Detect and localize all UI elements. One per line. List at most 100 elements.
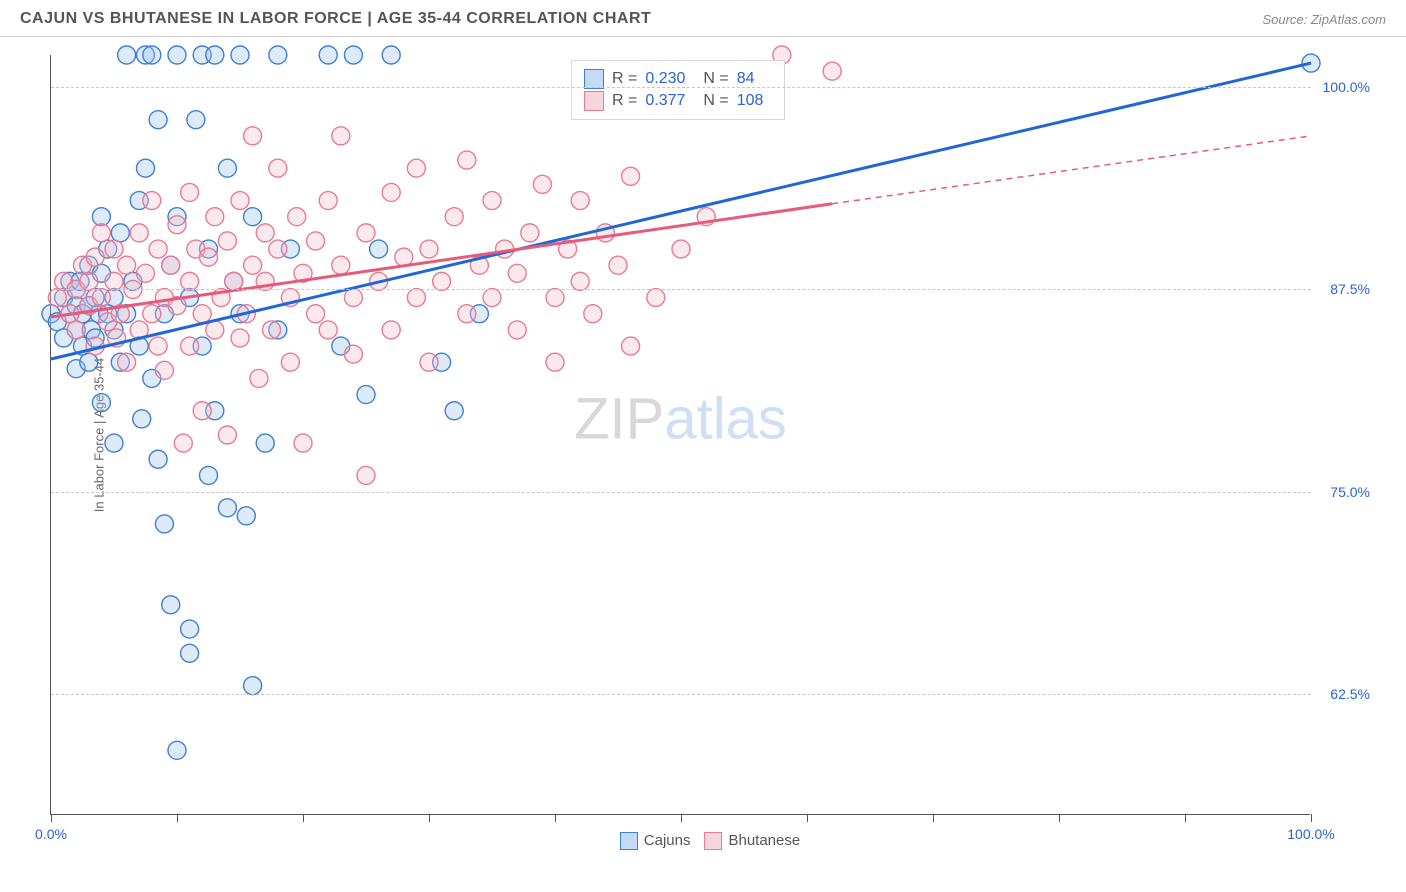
- data-point: [307, 305, 325, 323]
- data-point: [218, 232, 236, 250]
- data-point: [168, 46, 186, 64]
- data-point: [118, 46, 136, 64]
- data-point: [672, 240, 690, 258]
- data-point: [288, 208, 306, 226]
- data-point: [332, 127, 350, 145]
- data-point: [263, 321, 281, 339]
- legend-r-value: 0.377: [645, 92, 695, 110]
- data-point: [193, 402, 211, 420]
- data-point: [445, 402, 463, 420]
- data-point: [584, 305, 602, 323]
- data-point: [546, 353, 564, 371]
- data-point: [118, 256, 136, 274]
- data-point: [382, 183, 400, 201]
- data-point: [48, 289, 66, 307]
- chart-area: In Labor Force | Age 35-44 ZIPatlas R =0…: [50, 55, 1370, 815]
- data-point: [483, 289, 501, 307]
- data-point: [174, 434, 192, 452]
- y-tick-label: 87.5%: [1315, 281, 1370, 297]
- data-point: [370, 240, 388, 258]
- data-point: [319, 321, 337, 339]
- data-point: [244, 677, 262, 695]
- x-tick: [51, 814, 52, 822]
- data-point: [181, 272, 199, 290]
- data-point: [319, 192, 337, 210]
- data-point: [181, 337, 199, 355]
- x-tick: [1059, 814, 1060, 822]
- data-point: [823, 62, 841, 80]
- data-point: [244, 256, 262, 274]
- data-point: [508, 264, 526, 282]
- legend-swatch: [584, 69, 604, 89]
- data-point: [344, 46, 362, 64]
- data-point: [168, 216, 186, 234]
- data-point: [105, 434, 123, 452]
- series-label: Cajuns: [644, 832, 691, 849]
- data-point: [105, 240, 123, 258]
- data-point: [407, 159, 425, 177]
- data-point: [218, 499, 236, 517]
- data-point: [80, 353, 98, 371]
- data-point: [80, 272, 98, 290]
- data-point: [483, 192, 501, 210]
- gridline: [51, 694, 1311, 695]
- data-point: [382, 321, 400, 339]
- y-tick-label: 75.0%: [1315, 484, 1370, 500]
- data-point: [206, 208, 224, 226]
- data-point: [206, 46, 224, 64]
- x-tick: [1311, 814, 1312, 822]
- data-point: [130, 224, 148, 242]
- chart-header: CAJUN VS BHUTANESE IN LABOR FORCE | AGE …: [0, 0, 1406, 37]
- trend-line-extrapolated: [832, 136, 1311, 204]
- data-point: [420, 240, 438, 258]
- x-tick: [555, 814, 556, 822]
- data-point: [231, 46, 249, 64]
- plot-region: ZIPatlas R =0.230N =84R =0.377N =108 62.…: [50, 55, 1310, 815]
- gridline: [51, 289, 1311, 290]
- data-point: [200, 466, 218, 484]
- data-point: [420, 353, 438, 371]
- data-point: [92, 224, 110, 242]
- data-point: [149, 111, 167, 129]
- data-point: [307, 232, 325, 250]
- data-point: [193, 305, 211, 323]
- data-point: [647, 289, 665, 307]
- data-point: [92, 394, 110, 412]
- series-label: Bhutanese: [728, 832, 800, 849]
- legend-swatch: [584, 91, 604, 111]
- series-swatch: [620, 832, 638, 850]
- data-point: [533, 175, 551, 193]
- legend-row: R =0.377N =108: [584, 91, 772, 111]
- x-tick: [933, 814, 934, 822]
- legend-n-value: 84: [737, 70, 772, 88]
- data-point: [86, 248, 104, 266]
- data-point: [458, 151, 476, 169]
- legend-r-value: 0.230: [645, 70, 695, 88]
- data-point: [118, 353, 136, 371]
- data-point: [181, 644, 199, 662]
- data-point: [344, 289, 362, 307]
- legend-row: R =0.230N =84: [584, 69, 772, 89]
- legend-n-value: 108: [737, 92, 772, 110]
- legend-r-label: R =: [612, 70, 637, 88]
- data-point: [571, 272, 589, 290]
- data-point: [332, 256, 350, 274]
- data-point: [382, 46, 400, 64]
- data-point: [225, 272, 243, 290]
- data-point: [357, 224, 375, 242]
- data-point: [546, 289, 564, 307]
- data-point: [105, 272, 123, 290]
- x-tick: [429, 814, 430, 822]
- data-point: [256, 434, 274, 452]
- data-point: [622, 167, 640, 185]
- data-point: [155, 515, 173, 533]
- x-tick: [1185, 814, 1186, 822]
- data-point: [319, 46, 337, 64]
- data-point: [137, 159, 155, 177]
- data-point: [508, 321, 526, 339]
- data-point: [155, 361, 173, 379]
- data-point: [206, 321, 224, 339]
- x-tick: [681, 814, 682, 822]
- data-point: [571, 192, 589, 210]
- data-point: [344, 345, 362, 363]
